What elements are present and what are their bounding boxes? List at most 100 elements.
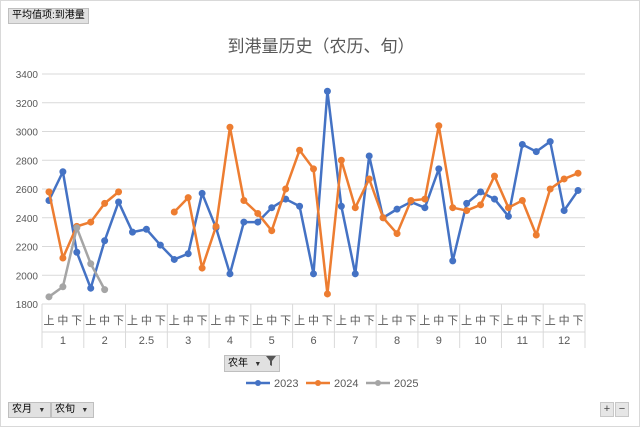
data-point [337,202,345,210]
data-point [170,255,178,263]
x-sub-tick-label: 下 [489,315,500,327]
data-point [491,172,498,180]
x-sub-tick-label: 上 [461,314,472,327]
x-sub-tick-label: 下 [280,315,291,327]
data-point [101,286,109,294]
data-point [240,197,248,204]
data-point [184,250,192,258]
data-point [282,185,290,193]
legend-marker [315,380,321,386]
year-field-button[interactable]: 农年 ▼ [224,355,280,372]
data-point [73,248,81,256]
x-group-tick-label: 4 [227,335,233,347]
series-2024 [45,122,582,298]
collapse-field-button[interactable]: − [615,402,629,417]
x-sub-tick-label: 中 [183,314,194,327]
y-tick-label: 2600 [16,185,39,196]
x-group-tick-label: 1 [60,335,66,347]
x-sub-tick-label: 中 [308,314,319,327]
data-point [45,188,53,196]
month-field-button[interactable]: 农月 ▼ [8,402,51,418]
filter-funnel-icon [265,356,276,371]
x-sub-tick-label: 中 [224,314,235,327]
minus-icon: − [618,403,626,415]
x-sub-tick-label: 下 [364,315,375,327]
x-sub-tick-label: 中 [350,314,361,327]
y-tick-label: 3400 [16,70,39,81]
data-point [421,204,429,212]
data-point [477,201,485,209]
data-point [184,194,192,202]
data-point [560,175,568,183]
data-point [310,165,317,173]
expand-field-button[interactable]: + [600,402,614,417]
x-sub-tick-label: 上 [127,314,138,327]
data-point [518,140,526,148]
y-tick-label: 2800 [16,156,39,167]
legend-marker [375,380,381,386]
data-point [115,188,123,196]
data-point [310,270,317,278]
measure-field-button[interactable]: 平均值项:到港量 [8,8,89,24]
data-point [532,148,540,156]
data-point [198,189,206,197]
x-group-tick-label: 3 [185,335,191,347]
data-point [393,205,401,213]
x-group-tick-label: 2 [102,335,108,347]
x-sub-tick-label: 中 [266,314,277,327]
data-point [240,218,248,226]
x-sub-tick-label: 下 [405,315,416,327]
data-point [504,212,512,220]
x-sub-tick-label: 上 [85,314,96,327]
plus-icon: + [603,403,611,415]
data-point [87,260,95,268]
data-point [546,185,554,193]
data-point [337,156,345,164]
x-sub-tick-label: 下 [447,315,458,327]
x-sub-tick-label: 上 [378,314,389,327]
x-group-tick-label: 12 [558,335,570,347]
data-point [254,209,262,217]
data-point [101,237,109,245]
data-point [449,257,457,265]
x-sub-tick-label: 中 [99,314,110,327]
x-sub-tick-label: 上 [336,314,347,327]
x-sub-tick-label: 下 [531,315,542,327]
data-point [351,270,359,278]
x-sub-tick-label: 下 [197,315,208,327]
x-group-tick-label: 7 [352,335,358,347]
x-group-tick-label: 11 [517,335,528,347]
data-point [393,230,401,238]
data-point [560,207,568,215]
data-point [379,214,387,222]
data-point [129,228,136,236]
data-point [351,204,359,212]
data-point [142,225,150,233]
data-point [226,123,234,131]
legend-label: 2023 [274,378,298,390]
x-sub-tick-label: 上 [43,314,54,327]
x-sub-tick-label: 上 [211,314,222,327]
data-point [254,218,262,226]
y-tick-label: 2200 [16,243,39,254]
x-sub-tick-label: 下 [238,315,249,327]
data-point [365,175,373,183]
x-sub-tick-label: 上 [169,314,180,327]
x-sub-tick-label: 下 [71,315,82,327]
data-point [574,186,582,194]
y-tick-label: 2400 [16,214,39,225]
period-field-button[interactable]: 农旬 ▼ [51,402,94,418]
period-field-label: 农旬 [55,404,75,415]
x-group-tick-label: 9 [436,335,442,347]
x-group-tick-label: 8 [394,335,400,347]
data-point [463,199,471,207]
data-point [87,218,95,226]
x-sub-tick-label: 下 [573,315,584,327]
x-sub-tick-label: 中 [559,314,570,327]
data-point [59,168,67,176]
y-tick-label: 3000 [16,128,39,139]
data-point [59,254,67,262]
x-sub-tick-label: 上 [419,314,430,327]
data-point [156,241,164,249]
